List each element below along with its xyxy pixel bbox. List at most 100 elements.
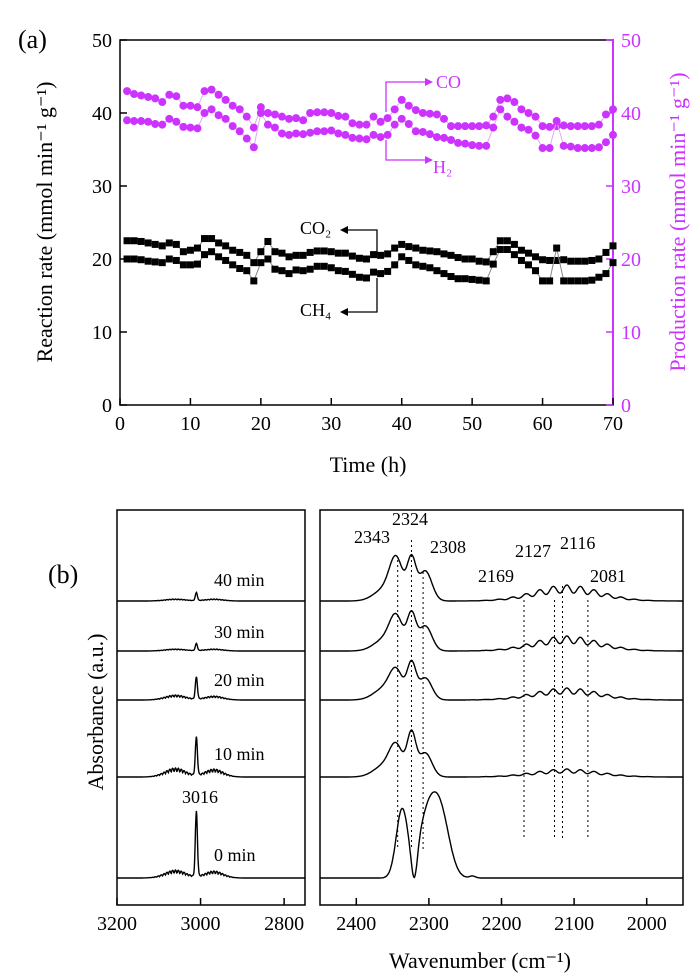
series-1-point	[587, 144, 596, 153]
spectrum-right-3	[320, 609, 683, 652]
spectrum-right-2	[320, 659, 683, 701]
series-0-point	[270, 110, 279, 119]
series-2-point	[447, 251, 455, 259]
annotation-h2: H₂	[433, 157, 452, 177]
series-1-point	[306, 128, 315, 137]
series-3-point	[454, 275, 462, 283]
a-x-tick-label: 10	[180, 413, 200, 435]
series-0-point	[601, 110, 610, 119]
series-2-point	[482, 258, 490, 266]
series-3-point	[250, 277, 258, 285]
series-0-point	[172, 92, 181, 101]
series-1-point	[341, 130, 350, 139]
series-2-point	[348, 252, 356, 260]
series-3-point	[581, 277, 589, 285]
series-2-point	[609, 242, 617, 250]
b-right-tick-label: 2300	[409, 913, 449, 935]
series-3-point	[229, 261, 237, 269]
series-3-point	[243, 267, 251, 275]
spectrum-left-2	[117, 676, 305, 701]
a-series-group	[123, 85, 617, 285]
series-2-point	[370, 251, 378, 259]
a-y-tick-label: 20	[92, 249, 112, 271]
a-y2-tick-label: 10	[621, 322, 641, 344]
b-x-ticks: 3200 3000 2800 2400 2300 2200 2100 2000	[97, 898, 667, 935]
series-0-point	[383, 114, 392, 123]
co2-arrow	[348, 229, 378, 255]
series-0-point	[348, 119, 357, 128]
series-0-point	[263, 109, 272, 117]
series-2-point	[313, 247, 321, 255]
series-3-point	[306, 265, 314, 273]
series-2-point	[208, 235, 216, 243]
series-0-point	[489, 112, 498, 121]
series-3-point	[461, 275, 469, 283]
b-spectra-group	[117, 553, 683, 879]
a-x-tick-label: 50	[462, 413, 482, 435]
series-3-point	[348, 270, 356, 278]
series-3-point	[165, 255, 173, 263]
series-1-point	[496, 105, 505, 114]
series-1-point	[538, 144, 547, 153]
series-1-point	[355, 134, 364, 143]
a-x-tick-label: 70	[603, 413, 623, 435]
series-1-point	[263, 120, 272, 129]
series-1-point	[158, 120, 167, 129]
series-1-point	[186, 123, 195, 132]
panel-b-left-frame	[116, 509, 306, 906]
series-2-point	[299, 251, 307, 259]
a-y2-ticks: 0 10 20 30 40 50	[606, 30, 641, 417]
co-h2-arrows	[385, 78, 433, 164]
series-0-point	[299, 116, 308, 125]
series-3-point	[588, 276, 596, 284]
b-left-tick-label: 3000	[181, 913, 221, 935]
series-3-point	[370, 268, 378, 276]
peak-label: 2308	[430, 537, 466, 557]
spectrum-left-3	[117, 642, 305, 652]
spectrum-left-1	[117, 736, 305, 778]
series-1-point	[461, 139, 470, 148]
series-0-point	[573, 122, 582, 131]
series-1-point	[285, 130, 294, 139]
series-3-point	[208, 248, 216, 256]
series-0-point	[285, 114, 294, 123]
series-1-point	[566, 142, 575, 151]
series-2-point	[468, 255, 476, 263]
b-x-axis-label: Wavenumber (cm⁻¹)	[389, 948, 571, 973]
series-1-point	[432, 133, 441, 142]
series-3-point	[130, 255, 138, 263]
a-x-ticks: 0 10 20 30 40 50 60 70	[115, 398, 623, 435]
series-1-point	[327, 126, 336, 135]
series-0-point	[461, 122, 470, 131]
series-1-point	[390, 120, 399, 129]
a-y-tick-label: 30	[92, 176, 112, 198]
series-1-point	[439, 133, 448, 142]
series-2-point	[503, 237, 511, 245]
series-1-point	[411, 127, 420, 136]
series-2-point	[229, 246, 237, 254]
spectrum-left-4	[117, 590, 305, 602]
series-0-point	[200, 87, 209, 96]
a-x-axis-label: Time (h)	[330, 452, 407, 477]
series-1-point	[348, 133, 357, 142]
series-1-point	[397, 114, 406, 123]
a-x-tick-label: 60	[533, 413, 553, 435]
a-y2-tick-label: 40	[621, 103, 641, 125]
a-x-tick-label: 0	[115, 413, 125, 435]
series-1-point	[165, 114, 174, 123]
a-y2-tick-label: 20	[621, 249, 641, 271]
b-dotted-lines	[397, 540, 589, 850]
series-1-point	[137, 117, 146, 126]
series-3-point	[419, 262, 427, 270]
series-2-point	[137, 237, 145, 245]
series-2-point	[405, 243, 413, 251]
b-right-tick-label: 2200	[482, 913, 522, 935]
series-0-point	[193, 103, 202, 112]
series-0-point	[313, 108, 322, 117]
series-3-point	[292, 266, 300, 274]
series-0-point	[475, 122, 484, 131]
series-0-point	[249, 123, 258, 132]
series-1-point	[510, 117, 519, 126]
series-0-point	[517, 105, 526, 114]
